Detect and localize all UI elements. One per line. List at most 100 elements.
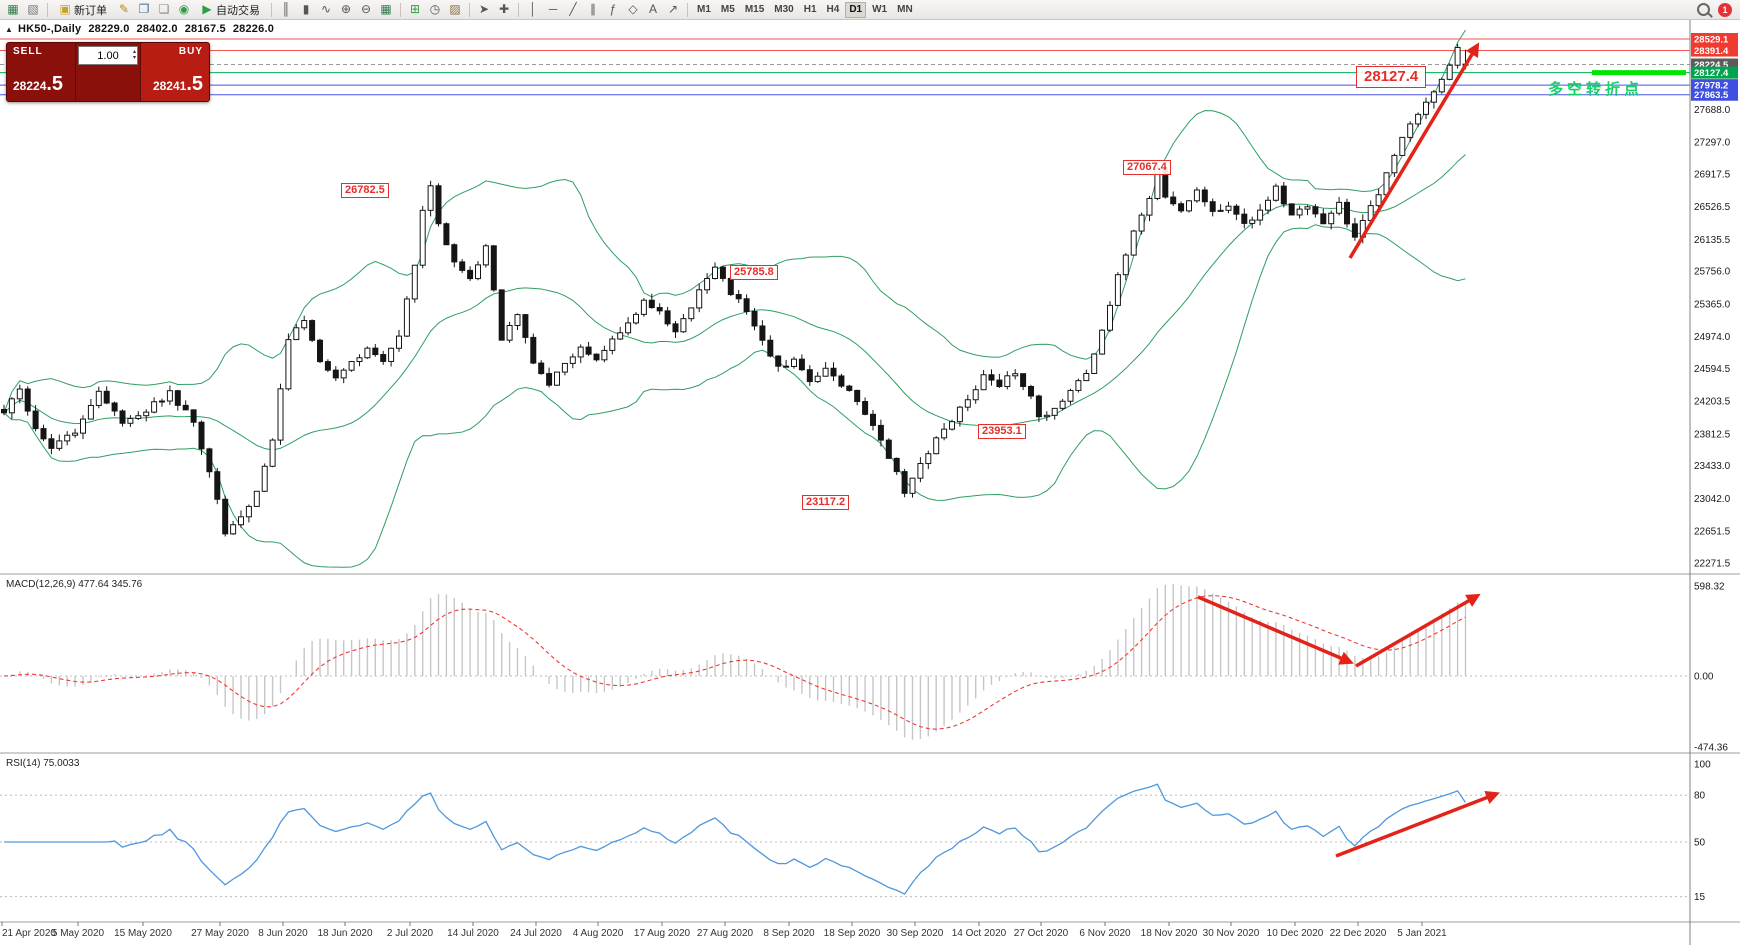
svg-text:2 Jul 2020: 2 Jul 2020 [387, 928, 434, 939]
crosshair-icon[interactable]: ✚ [498, 2, 510, 16]
svg-text:27688.0: 27688.0 [1694, 105, 1731, 116]
volume-value: 1.00 [97, 49, 119, 62]
price-annotation: 26782.5 [341, 183, 389, 198]
new-chart-icon[interactable]: ▦ [7, 2, 19, 16]
macd-panel-label: MACD(12,26,9) 477.64 345.76 [6, 579, 143, 590]
profiles-icon[interactable]: ▧ [27, 2, 39, 16]
line-chart-icon[interactable]: ∿ [320, 2, 332, 16]
zoom-in-icon[interactable]: ⊕ [340, 2, 352, 16]
svg-text:28224.5: 28224.5 [1694, 60, 1729, 71]
periods-icon[interactable]: ◷ [429, 2, 441, 16]
svg-text:27 Aug 2020: 27 Aug 2020 [697, 928, 754, 939]
toolbar-separator [271, 2, 272, 17]
svg-text:24594.5: 24594.5 [1694, 364, 1731, 375]
ohlc-close: 28226.0 [232, 23, 275, 35]
bars-chart-icon[interactable]: ║ [281, 2, 291, 16]
buy-price: 28241.5 [152, 73, 203, 95]
svg-text:8 Jun 2020: 8 Jun 2020 [258, 928, 308, 939]
volume-field[interactable]: 1.00 ▴ ▾ [78, 46, 138, 65]
timeframe-d1[interactable]: D1 [845, 1, 867, 18]
cursor-icon[interactable]: ➤ [478, 2, 490, 16]
timeframe-m30[interactable]: M30 [770, 2, 797, 18]
svg-text:100: 100 [1694, 760, 1711, 771]
svg-text:15: 15 [1694, 892, 1706, 903]
svg-text:26917.5: 26917.5 [1694, 169, 1731, 180]
shapes-icon[interactable]: ◇ [628, 2, 638, 16]
svg-text:21 Apr 2020: 21 Apr 2020 [2, 928, 56, 939]
price-annotation: 23117.2 [802, 495, 850, 510]
text-tool-icon[interactable]: A [648, 2, 657, 16]
svg-text:80: 80 [1694, 791, 1706, 802]
volume-down-icon[interactable]: ▾ [132, 54, 136, 61]
sell-price: 28224.5 [13, 73, 64, 95]
horizontal-line-icon[interactable]: ─ [548, 2, 558, 16]
svg-text:24 Jul 2020: 24 Jul 2020 [510, 928, 562, 939]
autotrading-play-icon: ▶ [202, 2, 212, 16]
toolbar-separator [518, 2, 519, 17]
svg-text:26135.5: 26135.5 [1694, 235, 1731, 246]
svg-text:-474.36: -474.36 [1694, 743, 1728, 754]
templates-icon[interactable]: ▨ [449, 2, 461, 16]
svg-text:24203.5: 24203.5 [1694, 397, 1731, 408]
candles-chart-icon[interactable]: ▮ [302, 2, 310, 16]
svg-text:27297.0: 27297.0 [1694, 138, 1731, 149]
svg-text:17 Aug 2020: 17 Aug 2020 [634, 928, 691, 939]
metaeditor-icon[interactable]: ✎ [118, 2, 130, 16]
arrows-tool-icon[interactable]: ↗ [667, 2, 679, 16]
svg-text:598.32: 598.32 [1694, 582, 1725, 593]
timeframe-mn[interactable]: MN [893, 2, 917, 18]
svg-text:14 Oct 2020: 14 Oct 2020 [952, 928, 1007, 939]
timeframe-m1[interactable]: M1 [693, 2, 715, 18]
svg-text:30 Nov 2020: 30 Nov 2020 [1203, 928, 1260, 939]
channel-icon[interactable]: ∥ [590, 2, 596, 16]
svg-text:25756.0: 25756.0 [1694, 267, 1731, 278]
print-icon[interactable]: ❐ [138, 2, 150, 16]
toolbar-separator [400, 2, 401, 17]
indicators-icon[interactable]: ⊞ [409, 2, 421, 16]
timeframe-h4[interactable]: H4 [823, 2, 844, 18]
svg-text:23042.0: 23042.0 [1694, 494, 1731, 505]
oct-collapse-icon[interactable]: ▲ [5, 25, 13, 34]
chart-info: HK50-,Daily 28229.0 28402.0 28167.5 28226.0 [18, 23, 281, 35]
autotrading-button[interactable]: ▶ 自动交易 [195, 1, 266, 18]
svg-text:28127.4: 28127.4 [1694, 68, 1729, 79]
notification-badge[interactable]: 1 [1718, 2, 1732, 17]
data-window-icon[interactable]: ❏ [158, 2, 170, 16]
sell-button[interactable]: SELL 28224.5 [7, 43, 76, 101]
timeframe-m5[interactable]: M5 [717, 2, 739, 18]
svg-text:23812.5: 23812.5 [1694, 429, 1731, 440]
key-level-annotation: 28127.4 [1356, 66, 1427, 88]
buy-button[interactable]: BUY 28241.5 [140, 43, 209, 101]
new-order-icon: ▣ [59, 2, 71, 16]
tile-windows-icon[interactable]: ▦ [380, 2, 392, 16]
svg-text:4 Aug 2020: 4 Aug 2020 [573, 928, 624, 939]
trendline-icon[interactable]: ╱ [569, 2, 577, 16]
toolbar-right-group: 1 [1697, 2, 1736, 17]
volume-up-icon[interactable]: ▴ [132, 48, 136, 55]
rsi-panel-label: RSI(14) 75.0033 [6, 758, 80, 769]
svg-text:5 Jan 2021: 5 Jan 2021 [1397, 928, 1447, 939]
fibonacci-icon[interactable]: ƒ [609, 2, 617, 16]
svg-text:28529.1: 28529.1 [1694, 35, 1729, 46]
zoom-out-icon[interactable]: ⊖ [360, 2, 372, 16]
pivot-point-text: 多空转折点 [1548, 81, 1644, 98]
record-icon[interactable]: ◉ [178, 2, 190, 16]
toolbar-separator [47, 2, 48, 17]
volume-section: 1.00 ▴ ▾ [76, 43, 140, 101]
vertical-line-icon[interactable]: │ [529, 2, 537, 16]
svg-text:27863.5: 27863.5 [1694, 90, 1729, 101]
ohlc-open: 28229.0 [88, 23, 130, 35]
timeframe-h1[interactable]: H1 [800, 2, 821, 18]
svg-text:10 Dec 2020: 10 Dec 2020 [1267, 928, 1324, 939]
svg-text:25365.0: 25365.0 [1694, 299, 1731, 310]
timeframe-w1[interactable]: W1 [868, 2, 891, 18]
new-order-button[interactable]: ▣ 新订单 [53, 1, 113, 18]
svg-text:22271.5: 22271.5 [1694, 559, 1731, 570]
timeframe-m15[interactable]: M15 [741, 2, 768, 18]
svg-text:27 Oct 2020: 27 Oct 2020 [1014, 928, 1069, 939]
volume-stepper[interactable]: ▴ ▾ [133, 47, 136, 62]
svg-text:22651.5: 22651.5 [1694, 527, 1731, 538]
svg-text:22 Dec 2020: 22 Dec 2020 [1330, 928, 1387, 939]
search-icon[interactable] [1697, 3, 1710, 16]
